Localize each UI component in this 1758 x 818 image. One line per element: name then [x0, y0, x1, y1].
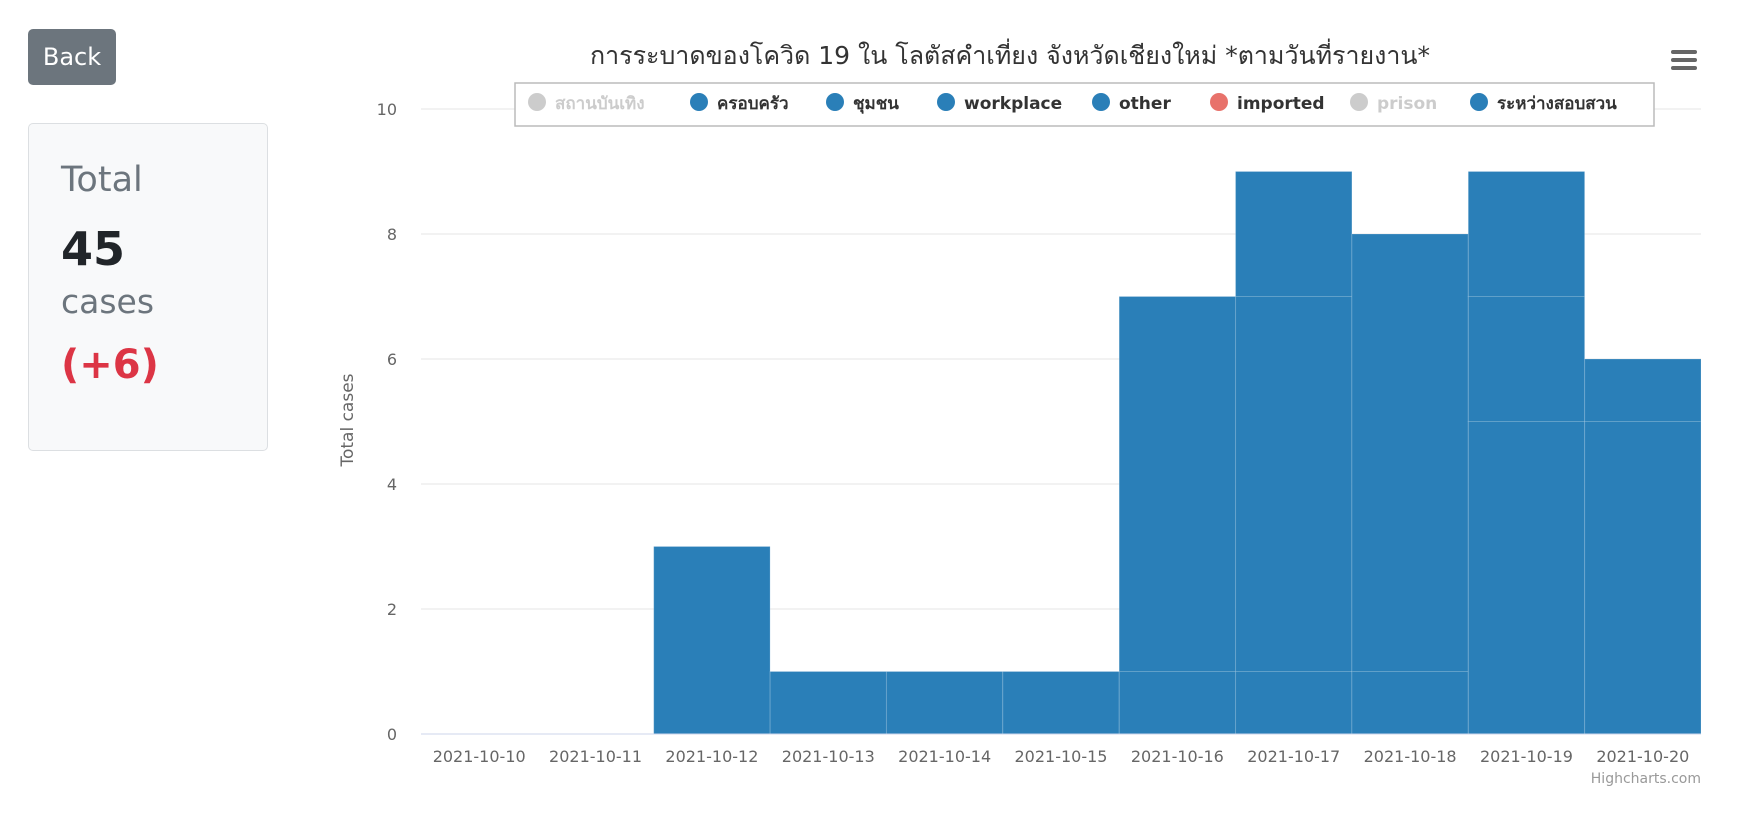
- legend-item[interactable]: ระหว่างสอบสวน: [1470, 93, 1617, 114]
- legend-item[interactable]: imported: [1210, 93, 1325, 114]
- bar-segment[interactable]: [1467, 171, 1586, 297]
- legend: สถานบันเทิง ครอบครัว ชุมชน workplace other im…: [514, 82, 1655, 127]
- legend-label: imported: [1237, 94, 1325, 114]
- bar-segment[interactable]: [1235, 296, 1353, 672]
- bar-segment[interactable]: [769, 671, 887, 735]
- legend-label: ครอบครัว: [717, 94, 789, 114]
- x-tick-label: 2021-10-14: [898, 747, 991, 766]
- bar-segment[interactable]: [885, 671, 1004, 735]
- legend-symbol: [1350, 93, 1368, 111]
- legend-item[interactable]: ชุมชน: [826, 93, 899, 114]
- legend-item[interactable]: other: [1092, 93, 1171, 114]
- menu-icon[interactable]: [1671, 50, 1697, 70]
- bar-segment[interactable]: [1235, 671, 1353, 735]
- bar-segment[interactable]: [1118, 671, 1237, 735]
- x-tick-label: 2021-10-10: [433, 747, 526, 766]
- legend-symbol: [1210, 93, 1228, 111]
- legend-label: สถานบันเทิง: [555, 94, 645, 114]
- axes: 0 2 4 6 8 10 2021-10-10 2021-10-11 2021-10-12 202…: [377, 100, 1701, 766]
- x-tick-label: 2021-10-20: [1596, 747, 1689, 766]
- total-cases-card: Total 45 cases (+6): [28, 123, 268, 451]
- x-tick-label: 2021-10-17: [1247, 747, 1340, 766]
- legend-label: prison: [1377, 94, 1437, 114]
- bar-segment[interactable]: [1584, 358, 1702, 422]
- y-tick-label: 4: [387, 475, 397, 494]
- bar-segment[interactable]: [653, 546, 771, 735]
- legend-symbol: [937, 93, 955, 111]
- legend-item[interactable]: prison: [1350, 93, 1437, 114]
- y-tick-label: 8: [387, 225, 397, 244]
- total-unit: cases: [61, 282, 155, 321]
- bar-segment[interactable]: [1351, 671, 1469, 735]
- y-axis-title: Total cases: [338, 373, 358, 467]
- bar-segment[interactable]: [1467, 421, 1586, 735]
- legend-label: ชุมชน: [853, 94, 899, 114]
- bar-segment[interactable]: [1002, 671, 1120, 735]
- legend-item[interactable]: สถานบันเทิง: [528, 93, 645, 114]
- legend-item[interactable]: ครอบครัว: [690, 93, 789, 114]
- x-tick-label: 2021-10-19: [1480, 747, 1573, 766]
- bar-segment[interactable]: [1351, 233, 1469, 672]
- legend-label: ระหว่างสอบสวน: [1497, 94, 1617, 114]
- bars: [653, 171, 1702, 735]
- x-tick-label: 2021-10-15: [1015, 747, 1108, 766]
- legend-symbol: [690, 93, 708, 111]
- legend-symbol: [528, 93, 546, 111]
- bar-segment[interactable]: [1118, 296, 1237, 672]
- y-tick-label: 10: [377, 100, 397, 119]
- bar-segment[interactable]: [1467, 296, 1586, 422]
- x-tick-label: 2021-10-16: [1131, 747, 1224, 766]
- x-tick-label: 2021-10-12: [665, 747, 758, 766]
- total-count: 45: [61, 222, 126, 276]
- total-delta: (+6): [61, 342, 159, 388]
- legend-item[interactable]: workplace: [937, 93, 1062, 114]
- y-tick-label: 0: [387, 725, 397, 744]
- y-tick-label: 2: [387, 600, 397, 619]
- credits-link[interactable]: Highcharts.com: [1591, 771, 1701, 787]
- chart-title: การระบาดของโควิด 19 ใน โลตัสคำเที่ยง จัง…: [590, 38, 1430, 70]
- y-tick-label: 6: [387, 350, 397, 369]
- legend-label: workplace: [964, 94, 1062, 114]
- total-title: Total: [61, 160, 143, 200]
- bar-segment[interactable]: [1235, 171, 1353, 297]
- bar-segment[interactable]: [1584, 421, 1702, 735]
- legend-symbol: [826, 93, 844, 111]
- x-tick-label: 2021-10-13: [782, 747, 875, 766]
- legend-symbol: [1092, 93, 1110, 111]
- x-tick-label: 2021-10-11: [549, 747, 642, 766]
- back-button[interactable]: Back: [28, 29, 116, 85]
- legend-symbol: [1470, 93, 1488, 111]
- legend-label: other: [1119, 94, 1171, 114]
- x-tick-label: 2021-10-18: [1364, 747, 1457, 766]
